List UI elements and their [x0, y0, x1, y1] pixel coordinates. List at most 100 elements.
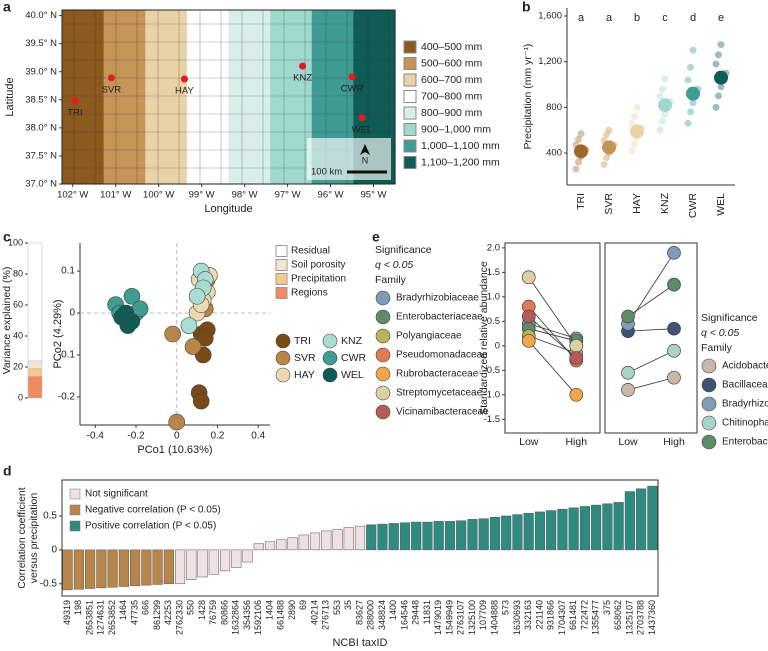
legend-marker [275, 333, 291, 349]
pair-line [528, 323, 577, 339]
site-label: TRI [67, 107, 82, 118]
bar [287, 537, 298, 551]
bar [523, 512, 534, 551]
x-tick-label: 375 [602, 600, 612, 615]
legend-label: Bradyrhizobiaceae [722, 399, 768, 410]
bar [96, 549, 107, 589]
x-tick-label: TRI [575, 193, 587, 210]
site-point [712, 103, 720, 111]
family-point [569, 338, 584, 353]
site-point [717, 41, 725, 49]
y-tick-label: 38.0° N [25, 122, 57, 133]
y-axis-label: Precipitation (mm yr⁻¹) [522, 44, 534, 150]
legend-label: KNZ [341, 335, 363, 347]
bar [478, 518, 489, 551]
bar [242, 549, 253, 563]
x-tick-label: 661488 [276, 600, 286, 630]
x-tick-label: 1704307 [557, 600, 567, 635]
map-region [270, 10, 313, 184]
bar [276, 539, 287, 551]
bar [467, 519, 478, 551]
site-point [575, 135, 582, 143]
bar [534, 511, 545, 551]
bar [107, 549, 118, 588]
x-tick-label: 1549949 [444, 600, 454, 635]
y-tick-label: 100 [8, 237, 23, 247]
x-tick-label: 2762330 [174, 600, 184, 635]
legend-swatch [275, 273, 288, 285]
x-tick-label: 0 [174, 431, 180, 442]
site-label: CWR [341, 83, 364, 94]
bar [62, 549, 73, 591]
legend-marker [275, 367, 291, 383]
site-label: HAY [175, 86, 194, 97]
site-point [712, 60, 720, 68]
x-tick-label: 107709 [478, 600, 488, 630]
x-tick-label: Low [519, 436, 539, 448]
site-marker [107, 74, 115, 82]
bar [197, 549, 208, 578]
x-tick-label: 1630693 [512, 600, 522, 635]
family-point [621, 383, 635, 397]
y-tick-label: 40 [13, 330, 23, 340]
site-point [659, 117, 666, 125]
significance-letter: b [634, 12, 640, 24]
north-label: N [362, 155, 369, 165]
legend-swatch [275, 245, 288, 257]
bar [613, 502, 624, 551]
y-axis-label: Variance explained (%) [1, 267, 13, 375]
legend-label: SVR [294, 352, 316, 364]
legend-swatch [403, 123, 417, 136]
legend-swatch [403, 57, 417, 70]
legend-title: Significance [701, 312, 758, 324]
x-tick-label: 47735 [129, 600, 139, 625]
panel-letter: e [372, 229, 380, 245]
site-point [628, 147, 636, 155]
sample-point [123, 287, 141, 305]
site-point [689, 99, 697, 107]
x-tick-label: 100° W [143, 190, 174, 201]
bar [343, 527, 354, 551]
legend-label: Vicinamibacteraceae [396, 407, 489, 418]
y-tick-label: -1.5 [484, 414, 500, 425]
site-marker [299, 62, 307, 70]
x-tick-label: 35 [343, 600, 353, 610]
x-tick-label: SVR [603, 193, 615, 215]
x-tick-label: 40214 [309, 600, 319, 625]
y-tick-label: 0.5 [487, 316, 500, 327]
pair-line [528, 328, 577, 342]
site-marker [71, 97, 79, 105]
y-tick-label: 38.5° N [25, 94, 57, 105]
site-mean [714, 70, 728, 85]
legend-swatch [403, 40, 417, 54]
family-point [667, 277, 681, 292]
bar [456, 520, 467, 551]
site-point [659, 85, 666, 93]
y-tick-label: 1.5 [487, 267, 500, 278]
x-tick-label: 861299 [152, 600, 162, 630]
pair-line [627, 284, 675, 317]
legend-label: Soil porosity [291, 260, 345, 271]
y-tick-label: 1.0 [487, 291, 500, 302]
bar [377, 523, 388, 551]
legend-label: Polyangiaceae [396, 331, 462, 342]
y-tick-label: 1,200 [538, 56, 562, 67]
legend-marker [322, 333, 338, 349]
panel-letter: b [522, 0, 531, 15]
x-tick-label: 658062 [613, 600, 623, 630]
site-mean [602, 140, 616, 155]
panel-letter: a [3, 0, 11, 15]
x-tick-label: 99° W [189, 190, 215, 201]
x-tick-label: 1400 [388, 600, 398, 620]
site-point [575, 158, 582, 166]
legend-label: HAY [294, 369, 315, 381]
bar [591, 504, 602, 551]
x-tick-label: -0.2 [127, 431, 145, 442]
bar-segment [27, 376, 43, 399]
x-tick-label: 348824 [377, 600, 387, 630]
legend-marker [375, 290, 391, 306]
site-point [572, 165, 580, 173]
site-point [656, 92, 664, 100]
y-tick-label: 37.0° N [25, 179, 57, 190]
